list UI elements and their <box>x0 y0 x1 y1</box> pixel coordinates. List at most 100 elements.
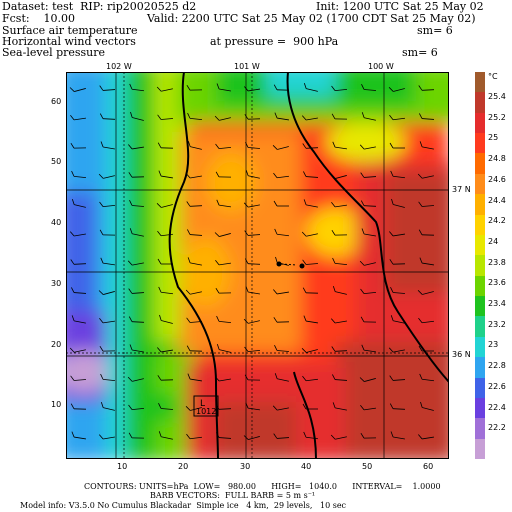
wind-barb <box>129 83 145 92</box>
wind-barb <box>389 114 406 121</box>
wind-barb <box>332 374 348 381</box>
colorbar-label: 22.6 <box>488 381 506 391</box>
wind-barb <box>99 229 116 236</box>
wind-barb <box>186 433 203 440</box>
wind-barb <box>302 143 319 149</box>
wind-barb <box>156 86 173 92</box>
wind-barb <box>187 257 202 266</box>
wind-barb <box>158 403 174 410</box>
wind-barb <box>331 229 348 236</box>
wind-barb <box>157 230 174 237</box>
field-wind: Horizontal wind vectors <box>2 35 136 48</box>
wind-barb <box>330 318 347 324</box>
wind-barb <box>128 144 144 150</box>
wind-barb <box>272 145 289 150</box>
wind-barb <box>390 315 405 324</box>
wind-barb <box>359 377 376 382</box>
wind-barb <box>419 141 434 150</box>
wind-barb <box>418 229 435 236</box>
wind-barb <box>361 112 376 121</box>
wind-barb <box>360 288 377 295</box>
wind-barb <box>273 289 289 295</box>
wind-barb <box>331 113 348 120</box>
colorbar-label: 24.8 <box>488 154 506 164</box>
wind-barb <box>128 316 145 323</box>
lat-label-36: 36 N <box>452 350 471 359</box>
wind-barb <box>216 83 231 92</box>
wind-barb <box>69 347 86 353</box>
wind-barb <box>185 406 202 411</box>
wind-barb <box>157 258 173 265</box>
wind-barb <box>360 432 377 439</box>
wind-barb <box>100 401 115 411</box>
wind-barb <box>216 199 231 208</box>
wind-barb <box>127 260 144 266</box>
wind-barb <box>360 316 377 323</box>
barb-info: BARB VECTORS: FULL BARB = 5 m s⁻¹ <box>150 491 316 500</box>
wind-barb <box>100 141 115 150</box>
wind-barb <box>99 113 116 120</box>
colorbar-swatch <box>475 112 485 134</box>
wind-barb <box>157 114 174 120</box>
colorbar-label: 23.4 <box>488 299 506 308</box>
wind-barb <box>390 170 406 179</box>
wind-barb <box>158 286 174 295</box>
wind-barb <box>303 315 318 324</box>
wind-barb <box>216 432 232 439</box>
wind-barb <box>360 172 377 178</box>
wind-barb <box>98 173 115 179</box>
wind-barb <box>331 85 348 92</box>
wind-barb <box>71 198 86 208</box>
colorbar-label: 25.2 <box>488 112 506 122</box>
wind-barb <box>417 290 434 295</box>
colorbar-label: 23.6 <box>488 278 506 288</box>
colorbar-swatch <box>475 214 485 236</box>
y-tick-50: 50 <box>51 157 62 166</box>
smoothing-1: sm= 6 <box>417 24 453 37</box>
wind-barb <box>129 200 145 207</box>
wind-barb <box>99 345 116 352</box>
wind-barb <box>216 343 231 353</box>
colorbar <box>475 72 485 460</box>
wind-barb <box>99 85 116 91</box>
wind-barb <box>389 403 406 410</box>
wind-barb <box>390 431 405 440</box>
colorbar-swatch <box>475 397 485 419</box>
wind-barb <box>186 317 203 323</box>
wind-barb <box>332 402 347 411</box>
wind-barb <box>187 373 202 382</box>
colorbar-label: 23.8 <box>488 257 506 267</box>
wind-barb <box>243 318 260 324</box>
wind-barb <box>128 432 145 439</box>
wind-barb <box>331 202 347 208</box>
smoothing-2: sm= 6 <box>402 46 438 59</box>
wind-barb <box>273 172 290 179</box>
colorbar-swatch <box>475 275 485 297</box>
wind-barb <box>361 228 376 237</box>
wind-barb <box>98 434 115 440</box>
x-tick-30: 30 <box>240 462 251 471</box>
wind-barb <box>418 317 435 324</box>
wind-barb <box>70 142 87 149</box>
contours-info: CONTOURS: UNITS=hPa LOW= 980.00 HIGH= 10… <box>84 482 441 491</box>
colorbar-label: 24.2 <box>488 216 506 226</box>
colorbar-label: 24.4 <box>488 195 506 205</box>
colorbar-unit: °C <box>488 72 498 81</box>
wind-barb <box>273 433 290 439</box>
colorbar-label: 22.8 <box>488 361 506 371</box>
wind-barb <box>303 82 318 92</box>
y-tick-20: 20 <box>51 340 62 349</box>
wind-barb <box>129 344 144 353</box>
wind-barb <box>360 405 376 411</box>
low-value: 1012 <box>196 407 216 416</box>
wind-barb <box>302 375 319 382</box>
x-tick-60: 60 <box>423 462 434 471</box>
wind-barb <box>390 287 406 294</box>
colorbar-swatch <box>475 133 485 154</box>
colorbar-swatch <box>475 377 485 399</box>
wind-barb <box>70 115 86 121</box>
wind-barb <box>127 376 144 382</box>
colorbar-swatch <box>475 92 485 114</box>
wind-barb <box>158 431 173 440</box>
wind-barb <box>245 142 261 149</box>
